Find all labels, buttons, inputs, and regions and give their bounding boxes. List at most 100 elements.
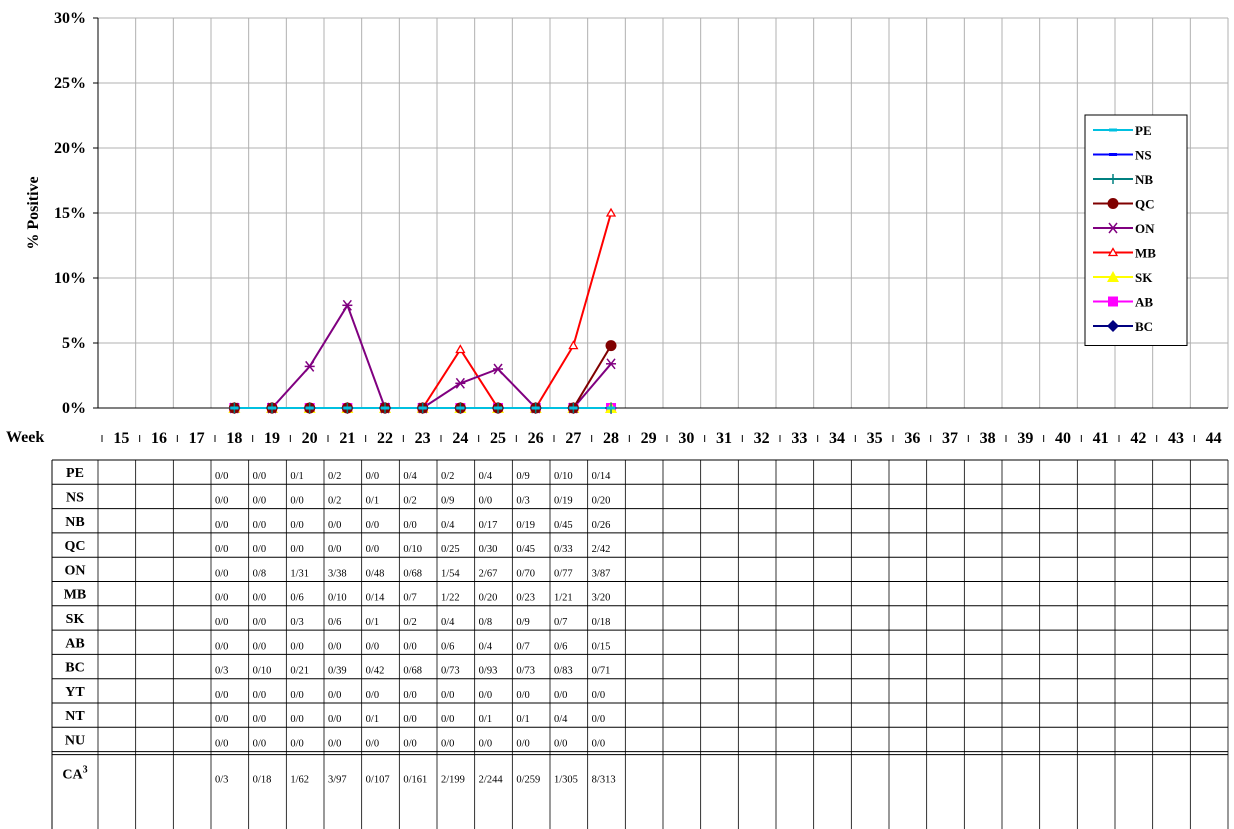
table-cell: 0/0 xyxy=(253,544,266,555)
point-on-20 xyxy=(304,360,315,372)
table-cell: 0/0 xyxy=(253,714,266,725)
table-cell: 0/0 xyxy=(554,690,567,701)
table-cell: 0/0 xyxy=(253,593,266,604)
table-cell: 0/1 xyxy=(290,471,303,482)
point-mb-24 xyxy=(455,344,466,354)
point-pe-22 xyxy=(381,406,390,410)
table-cell: 0/0 xyxy=(215,714,228,725)
x-tick-label: 19 xyxy=(264,430,280,447)
table-cell: 0/0 xyxy=(215,617,228,628)
row-label-on: ON xyxy=(65,563,86,578)
x-tick-label: 34 xyxy=(829,430,845,447)
table-cell: 0/1 xyxy=(516,714,529,725)
table-cell: 0/18 xyxy=(592,617,611,628)
legend-marker-sk xyxy=(1107,271,1119,282)
point-on-28 xyxy=(606,358,617,370)
point-pe-21 xyxy=(343,406,352,410)
legend-label-qc: QC xyxy=(1135,197,1155,212)
legend-label-ab: AB xyxy=(1135,295,1153,310)
table-cell: 0/26 xyxy=(592,520,611,531)
table-cell: 0/0 xyxy=(253,738,266,749)
y-tick-label: 10% xyxy=(54,270,86,287)
legend-marker-mb xyxy=(1107,247,1119,257)
legend-marker-on xyxy=(1108,222,1118,234)
table-cell: 0/0 xyxy=(253,520,266,531)
row-label-ns: NS xyxy=(66,490,84,505)
table-cell: 0/2 xyxy=(441,471,454,482)
table-cell: 0/259 xyxy=(516,775,540,786)
point-qc-28 xyxy=(605,340,617,352)
table-cell: 3/97 xyxy=(328,775,347,786)
x-tick-label: 24 xyxy=(452,430,468,447)
table-cell: 0/0 xyxy=(253,495,266,506)
point-on-21 xyxy=(342,299,353,311)
legend-label-nb: NB xyxy=(1135,172,1153,187)
table-cell: 0/0 xyxy=(328,641,341,652)
table-cell: 0/39 xyxy=(328,666,347,677)
table-cell: 2/42 xyxy=(592,544,611,555)
table-cell: 0/0 xyxy=(366,690,379,701)
legend-marker-ab xyxy=(1108,296,1118,307)
table-cell: 0/2 xyxy=(328,495,341,506)
table-cell: 1/31 xyxy=(290,568,309,579)
table-cell: 0/1 xyxy=(366,714,379,725)
table-cell: 0/0 xyxy=(441,690,454,701)
table-cell: 0/2 xyxy=(403,617,416,628)
table-cell: 0/0 xyxy=(215,471,228,482)
table-cell: 0/10 xyxy=(328,593,347,604)
table-cell: 0/15 xyxy=(592,641,611,652)
table-cell: 0/0 xyxy=(290,520,303,531)
table-cell: 3/38 xyxy=(328,568,347,579)
table-cell: 0/71 xyxy=(592,666,611,677)
point-pe-19 xyxy=(268,406,277,410)
table-cell: 0/14 xyxy=(592,471,611,482)
x-tick-label: 16 xyxy=(151,430,167,447)
table-cell: 0/2 xyxy=(328,471,341,482)
table-cell: 0/8 xyxy=(253,568,266,579)
row-label-ca: CA3 xyxy=(62,765,87,783)
legend-marker-ns xyxy=(1109,153,1117,156)
table-cell: 0/0 xyxy=(215,738,228,749)
table-cell: 1/22 xyxy=(441,593,460,604)
series-line-mb xyxy=(234,212,612,409)
point-pe-20 xyxy=(305,406,314,410)
table-cell: 0/0 xyxy=(479,738,492,749)
table-cell: 1/54 xyxy=(441,568,460,579)
legend-marker-pe xyxy=(1109,128,1117,132)
table-cell: 0/77 xyxy=(554,568,573,579)
row-label-ab: AB xyxy=(65,636,84,651)
x-tick-label: 18 xyxy=(226,430,242,447)
table-cell: 0/0 xyxy=(366,520,379,531)
table-cell: 3/20 xyxy=(592,593,611,604)
table-cell: 0/0 xyxy=(215,544,228,555)
table-cell: 0/4 xyxy=(479,641,493,652)
table-cell: 1/62 xyxy=(290,775,309,786)
table-cell: 0/107 xyxy=(366,775,390,786)
table-cell: 0/0 xyxy=(403,714,416,725)
table-cell: 0/7 xyxy=(516,641,529,652)
x-tick-label: 40 xyxy=(1055,430,1071,447)
table-cell: 0/7 xyxy=(403,593,416,604)
point-pe-18 xyxy=(230,406,239,410)
table-cell: 0/0 xyxy=(403,520,416,531)
y-tick-label: 5% xyxy=(62,335,86,352)
table-cell: 0/0 xyxy=(290,738,303,749)
table-cell: 0/0 xyxy=(253,617,266,628)
row-label-qc: QC xyxy=(65,539,86,554)
table-cell: 0/25 xyxy=(441,544,460,555)
x-tick-label: 39 xyxy=(1017,430,1033,447)
table-cell: 0/4 xyxy=(441,520,455,531)
table-cell: 0/3 xyxy=(215,666,228,677)
legend-marker-nb xyxy=(1108,174,1118,184)
x-tick-label: 33 xyxy=(791,430,807,447)
table-cell: 0/20 xyxy=(479,593,498,604)
table-cell: 0/8 xyxy=(479,617,492,628)
table-cell: 0/6 xyxy=(554,641,567,652)
legend-label-sk: SK xyxy=(1135,270,1153,285)
table-cell: 0/42 xyxy=(366,666,385,677)
x-tick-label: 30 xyxy=(678,430,694,447)
table-cell: 0/30 xyxy=(479,544,498,555)
table-cell: 0/9 xyxy=(516,617,529,628)
x-tick-label: 44 xyxy=(1206,430,1222,447)
